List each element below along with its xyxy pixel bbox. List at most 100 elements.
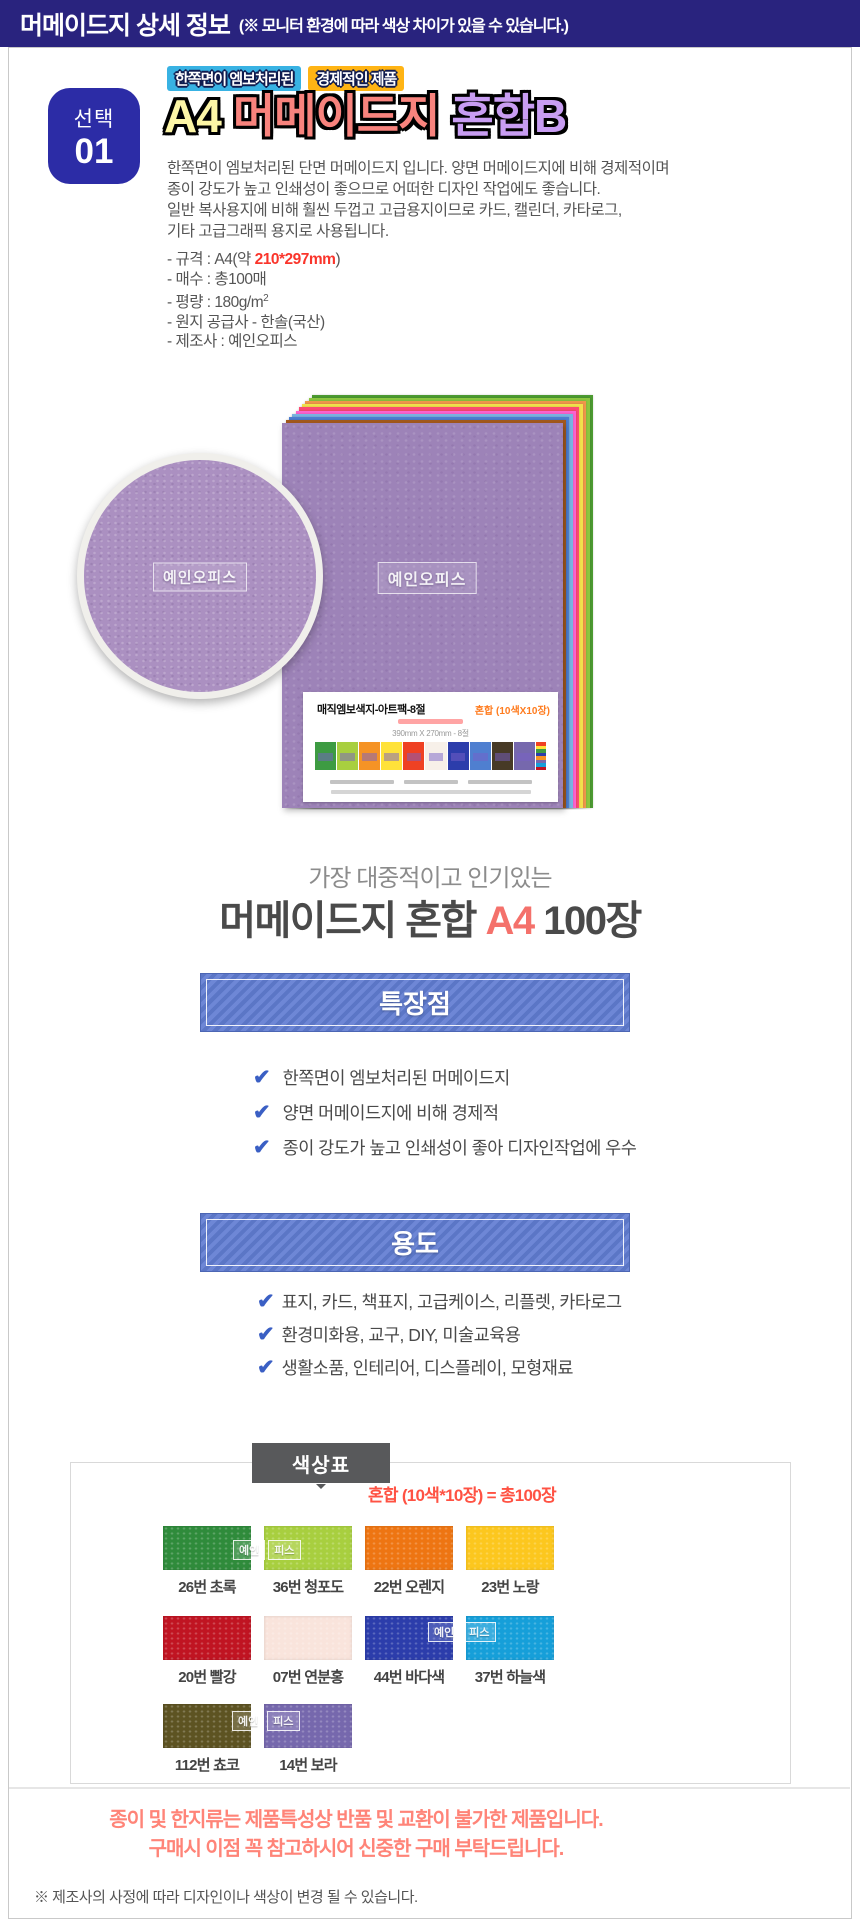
spec-text: - 매수 : 총100매 xyxy=(167,270,267,288)
stripe xyxy=(535,749,546,753)
label-mini-swatch-band xyxy=(406,753,422,761)
label-mini-swatch xyxy=(469,742,491,770)
check-icon: ✔ xyxy=(257,1290,275,1313)
spec-sup: 2 xyxy=(263,293,269,304)
label-mini-swatch xyxy=(403,742,425,770)
stripe xyxy=(535,752,546,756)
check-item: ✔ 양면 머메이드지에 비해 경제적 xyxy=(253,1095,636,1130)
spec-highlight: 210*297mm xyxy=(254,251,336,268)
product-title-part: 혼합B xyxy=(451,90,567,142)
intro-tag: 경제적인 제품 xyxy=(308,66,405,91)
product-headline: 머메이드지 혼합 A4 100장 xyxy=(0,888,860,946)
spec-text: - 평량 : 180g/m xyxy=(167,294,264,312)
label-mini-swatch-band xyxy=(318,753,333,761)
product-title-part: 머메이드지 xyxy=(232,90,441,142)
product-specs: - 규격 : A4(약 210*297mm) - 매수 : 총100매 - 평량 :… xyxy=(167,250,341,352)
check-icon: ✔ xyxy=(257,1356,275,1379)
label-mini-swatch-band xyxy=(494,753,510,761)
headline-sub: 가장 대중적이고 인기있는 xyxy=(308,865,552,892)
spec-line: - 평량 : 180g/m2 xyxy=(167,289,340,313)
features-banner-label: 특장점 xyxy=(379,989,451,1019)
label-mini-swatch-band xyxy=(517,753,532,761)
label-mini-swatch-band xyxy=(472,753,488,761)
check-item: ✔ 한쪽면이 엠보처리된 머메이드지 xyxy=(253,1060,636,1095)
spec-text: - 규격 : A4(약 xyxy=(167,251,255,268)
check-item-text: 환경미화용, 교구, DIY, 미술교육용 xyxy=(281,1325,521,1345)
stripe xyxy=(535,745,546,749)
spec-text: - 제조사 : 예인오피스 xyxy=(167,333,297,351)
stripe xyxy=(535,766,546,770)
color-chart-banner: 색상표 xyxy=(252,1443,390,1489)
check-icon: ✔ xyxy=(257,1323,275,1346)
label-mini-swatch-band xyxy=(450,753,466,761)
label-mini-swatch xyxy=(447,742,469,770)
uses-banner-label: 용도 xyxy=(391,1229,439,1259)
spec-text: ) xyxy=(335,251,341,268)
page-title: 머메이드지 상세 정보 xyxy=(20,11,231,40)
section-divider xyxy=(9,1787,850,1789)
headline-part: A4 xyxy=(485,899,536,943)
check-item: ✔ 환경미화용, 교구, DIY, 미술교육용 xyxy=(257,1318,622,1351)
spec-line: - 원지 공급사 - 한솔(국산) xyxy=(167,313,340,333)
pack-label-mix: 혼합 (10색X10장) xyxy=(474,706,550,717)
label-mini-swatch-band xyxy=(340,753,356,761)
page-subtitle: (※ 모니터 환경에 따라 색상 차이가 있을 수 있습니다.) xyxy=(238,17,569,35)
product-description: 한쪽면이 엠보처리된 단면 머메이드지 입니다. 양면 머메이드지에 비해 경제… xyxy=(167,158,670,242)
spec-line: - 규격 : A4(약 210*297mm) xyxy=(167,250,341,270)
headline-part: 머메이드지 혼합 xyxy=(219,899,486,943)
texture-zoom-circle xyxy=(77,453,323,699)
watermark: 예인오피스 xyxy=(152,562,248,592)
label-mini-swatch-band xyxy=(362,753,378,761)
features-list: ✔ 한쪽면이 엠보처리된 머메이드지 ✔ 양면 머메이드지에 비해 경제적 ✔ 종이 강도… xyxy=(253,1060,637,1165)
pack-label-text-bars xyxy=(303,780,558,784)
check-item-text: 생활소품, 인테리어, 디스플레이, 모형재료 xyxy=(281,1358,574,1378)
pack-label-size: 390mm X 270mm - 8절 xyxy=(392,729,469,738)
stripe xyxy=(535,742,546,746)
header-bar: 머메이드지 상세 정보 (※ 모니터 환경에 따라 색상 차이가 있을 수 있습… xyxy=(0,0,860,47)
pack-label-title: 매직엠보색지-아트팩-8절 xyxy=(317,704,426,716)
footer-note: ※ 제조사의 사정에 따라 디자인이나 색상이 변경 될 수 있습니다. xyxy=(34,1889,418,1906)
label-mini-swatch xyxy=(315,742,337,770)
intro-tag: 한쪽면이 엠보처리된 xyxy=(167,66,302,91)
label-mini-swatch-band xyxy=(384,753,400,761)
pack-label-red-bar xyxy=(398,719,463,724)
select-01-badge: 선택 01 xyxy=(48,88,140,184)
check-item-text: 종이 강도가 높고 인쇄성이 좋아 디자인작업에 우수 xyxy=(282,1138,637,1158)
intro-tags: 한쪽면이 엠보처리된 경제적인 제품 xyxy=(167,66,411,91)
check-item-text: 표지, 카드, 책표지, 고급케이스, 리플렛, 카타로그 xyxy=(281,1292,623,1312)
color-chart-banner-label: 색상표 xyxy=(291,1454,351,1477)
stripe xyxy=(535,763,546,767)
watermark: 예인오피스 xyxy=(377,562,477,594)
spec-line: - 제조사 : 예인오피스 xyxy=(167,332,340,352)
check-item-text: 한쪽면이 엠보처리된 머메이드지 xyxy=(282,1068,511,1088)
headline-part: 100장 xyxy=(533,899,642,943)
check-icon: ✔ xyxy=(253,1066,271,1089)
pack-label-text-bar xyxy=(331,790,531,794)
product-title: A4 머메이드지 혼합B xyxy=(164,88,578,144)
label-swatch-strip xyxy=(315,742,546,770)
select-number: 01 xyxy=(74,132,114,171)
label-mini-swatch xyxy=(359,742,381,770)
warning-line: 종이 및 한지류는 제품특성상 반품 및 교환이 불가한 제품입니다. xyxy=(109,1809,603,1831)
features-banner: 특장점 xyxy=(200,973,630,1032)
product-title-part: A4 xyxy=(164,90,222,142)
check-item: ✔ 표지, 카드, 책표지, 고급케이스, 리플렛, 카타로그 xyxy=(257,1285,622,1318)
description-line: 한쪽면이 엠보처리된 단면 머메이드지 입니다. 양면 머메이드지에 비해 경제… xyxy=(167,160,670,177)
label-mini-swatch-band xyxy=(428,753,444,761)
check-item-text: 양면 머메이드지에 비해 경제적 xyxy=(282,1103,499,1123)
label-mini-swatch xyxy=(491,742,513,770)
mix-total-note: 혼합 (10색*10장) = 총100장 xyxy=(367,1486,557,1505)
check-item: ✔ 종이 강도가 높고 인쇄성이 좋아 디자인작업에 우수 xyxy=(253,1130,637,1165)
label-mini-swatch xyxy=(337,742,359,770)
description-line: 종이 강도가 높고 인쇄성이 좋으므로 어떠한 디자인 작업에도 좋습니다. xyxy=(167,181,601,198)
color-chart-box xyxy=(70,1462,791,1784)
uses-list: ✔ 표지, 카드, 책표지, 고급케이스, 리플렛, 카타로그 ✔ 환경미화용, 교구… xyxy=(257,1285,622,1384)
label-mini-swatch xyxy=(513,742,535,770)
uses-banner: 용도 xyxy=(200,1213,630,1272)
check-icon: ✔ xyxy=(253,1101,271,1124)
check-icon: ✔ xyxy=(253,1136,271,1159)
select-label: 선택 xyxy=(73,108,115,131)
label-mini-swatch xyxy=(381,742,403,770)
stripe xyxy=(535,759,546,763)
